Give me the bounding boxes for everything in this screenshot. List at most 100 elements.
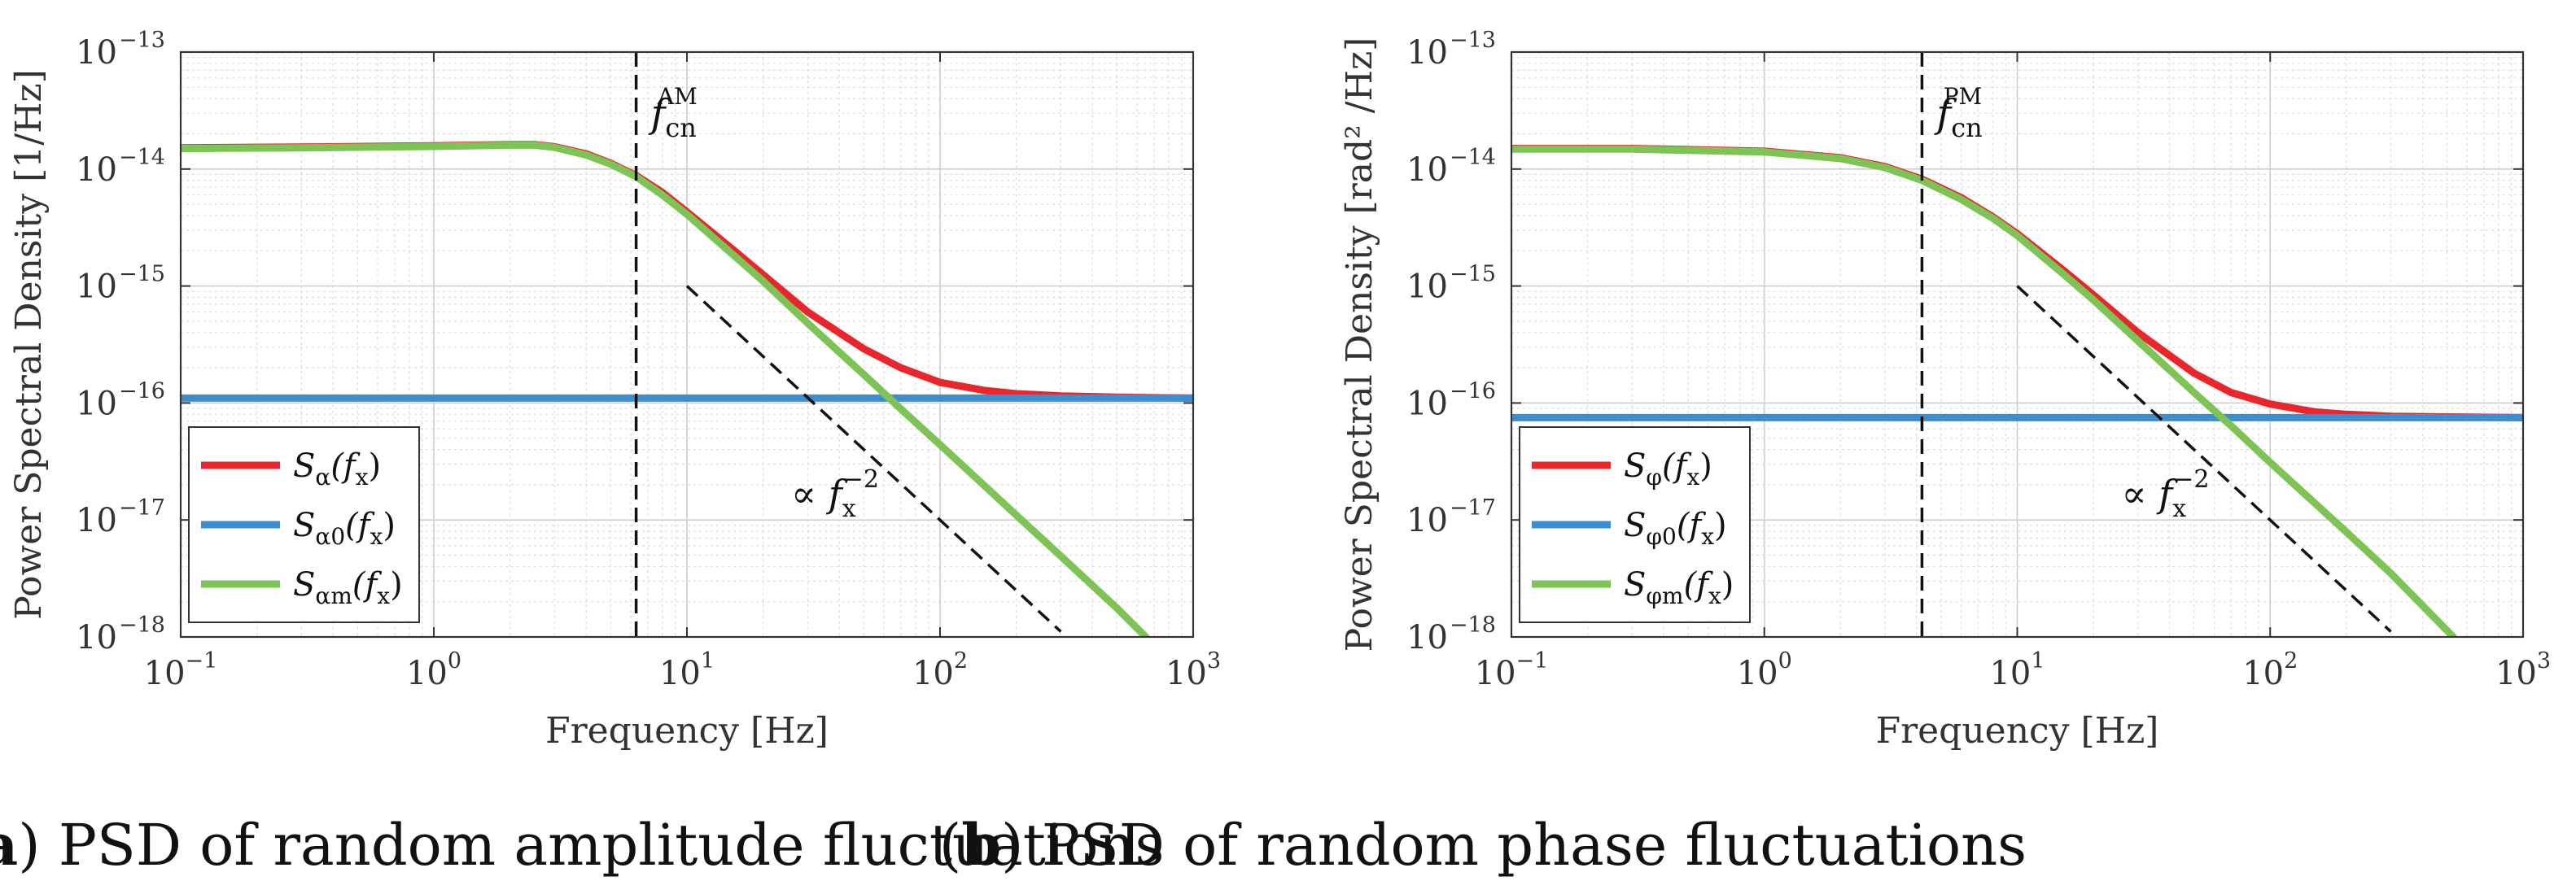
y-tick-label: 10 bbox=[1406, 268, 1448, 306]
legend-box bbox=[1519, 426, 1751, 623]
y-axis-label: Power Spectral Density [rad² /Hz] bbox=[1339, 37, 1380, 652]
legend-entry-label: Sα(fx) bbox=[293, 447, 381, 491]
caption-paren: ) bbox=[18, 812, 59, 879]
x-tick-label: 10−1 bbox=[144, 648, 218, 692]
y-tick-label: 10 bbox=[76, 268, 117, 306]
legend-label-argsub: x bbox=[377, 582, 390, 609]
x-tick-label-exponent: 2 bbox=[954, 648, 968, 674]
slope-label: ∝ fx−2 bbox=[2122, 465, 2210, 523]
y-tick-label: 10 bbox=[1406, 619, 1448, 656]
x-tick-label: 100 bbox=[406, 648, 461, 692]
y-tick-label-exponent: −15 bbox=[119, 262, 165, 287]
y-tick-label-base: 10 bbox=[1406, 268, 1448, 306]
legend-label-sub: φ0 bbox=[1646, 523, 1676, 550]
y-tick-label-base: 10 bbox=[1406, 502, 1448, 539]
slope-reference-line bbox=[2016, 285, 2392, 633]
y-tick-label-exponent: −18 bbox=[119, 613, 165, 638]
y-tick-label: 10 bbox=[1406, 151, 1448, 189]
y-tick-label-base: 10 bbox=[76, 502, 117, 539]
x-tick-label: 102 bbox=[912, 648, 968, 692]
corner-label-sub: cn bbox=[665, 112, 697, 143]
x-tick-label-exponent: 3 bbox=[1207, 648, 1221, 674]
legend-label-sub: αm bbox=[315, 582, 352, 609]
legend-label-close: ) bbox=[1714, 507, 1727, 544]
y-tick-label-exponent: −13 bbox=[1450, 28, 1496, 53]
x-axis-label: Frequency [Hz] bbox=[1876, 710, 2159, 752]
legend-label-argsub: x bbox=[356, 464, 369, 491]
legend-label-main: S bbox=[293, 507, 315, 544]
x-tick-label: 102 bbox=[2242, 648, 2298, 692]
y-axis-label: Power Spectral Density [1/Hz] bbox=[8, 69, 50, 620]
x-tick-label-base: 10 bbox=[1989, 655, 2031, 692]
x-tick-label-base: 10 bbox=[406, 655, 448, 692]
x-tick-label: 101 bbox=[1989, 648, 2045, 692]
y-tick-label: 10 bbox=[76, 151, 117, 189]
x-tick-label: 100 bbox=[1737, 648, 1792, 692]
legend-label-close: ) bbox=[1721, 566, 1734, 604]
slope-label-prefix: ∝ bbox=[2122, 472, 2159, 516]
x-tick-label-exponent: 0 bbox=[1778, 648, 1792, 674]
x-tick-label-base: 10 bbox=[1737, 655, 1778, 692]
legend-label-sub: φm bbox=[1646, 582, 1683, 609]
legend-label-close: ) bbox=[369, 447, 382, 485]
x-tick-label: 103 bbox=[1166, 648, 1221, 692]
x-tick-label-base: 10 bbox=[1475, 655, 1516, 692]
legend-label-main: S bbox=[1624, 566, 1646, 604]
x-tick-label-exponent: 3 bbox=[2537, 648, 2551, 674]
y-tick-label-exponent: −15 bbox=[1450, 262, 1496, 287]
series-group bbox=[181, 141, 1193, 637]
y-tick-label-base: 10 bbox=[1406, 385, 1448, 422]
corner-frequency-label: fcnPM bbox=[1934, 83, 1982, 143]
y-tick-label-base: 10 bbox=[1406, 34, 1448, 72]
x-tick-label-base: 10 bbox=[2242, 655, 2284, 692]
y-tick-label-base: 10 bbox=[76, 151, 117, 189]
legend-label-main: S bbox=[1624, 447, 1646, 485]
caption-text: PSD of random phase fluctuations bbox=[1042, 812, 2027, 879]
y-tick-label-exponent: −14 bbox=[119, 145, 165, 170]
panel-caption: (b) PSD of random phase fluctuations bbox=[939, 811, 2027, 879]
y-tick-label-exponent: −14 bbox=[1450, 145, 1496, 170]
x-tick-label-base: 10 bbox=[2495, 655, 2537, 692]
y-tick-label-base: 10 bbox=[1406, 151, 1448, 189]
legend-label-argsub: x bbox=[1686, 464, 1699, 491]
legend-entry-label: Sφ0(fx) bbox=[1624, 507, 1727, 550]
x-tick-label: 101 bbox=[659, 648, 715, 692]
slope-label-sub: x bbox=[842, 495, 856, 523]
x-tick-label-base: 10 bbox=[144, 655, 186, 692]
y-tick-label-exponent: −17 bbox=[1450, 495, 1496, 521]
x-tick-label-base: 10 bbox=[912, 655, 954, 692]
slope-reference-line bbox=[685, 285, 1062, 633]
y-tick-label-base: 10 bbox=[76, 385, 117, 422]
y-tick-label-exponent: −13 bbox=[119, 28, 165, 53]
slope-label-sup: −2 bbox=[843, 465, 879, 494]
caption-paren: ( bbox=[939, 812, 961, 879]
legend-label-sub: α0 bbox=[315, 523, 345, 550]
y-tick-label: 10 bbox=[76, 385, 117, 422]
legend-label-sub: φ bbox=[1646, 464, 1662, 491]
legend-label-close: ) bbox=[383, 507, 396, 544]
series-line-3 bbox=[1511, 145, 2457, 637]
slope-label-sub: x bbox=[2172, 495, 2186, 523]
y-tick-label: 10 bbox=[1406, 34, 1448, 72]
corner-frequency-label: fcnAM bbox=[649, 83, 698, 143]
x-axis-label: Frequency [Hz] bbox=[545, 710, 829, 752]
corner-label-sup: AM bbox=[657, 83, 698, 110]
x-tick-label-exponent: 1 bbox=[701, 648, 715, 674]
y-tick-label-exponent: −18 bbox=[1450, 613, 1496, 638]
caption-letter: a bbox=[0, 811, 18, 879]
x-tick-label-exponent: 2 bbox=[2284, 648, 2298, 674]
caption-text: PSD of random amplitude fluctuations bbox=[59, 812, 1165, 879]
y-tick-label: 10 bbox=[76, 502, 117, 539]
y-tick-label-exponent: −17 bbox=[119, 495, 165, 521]
series-group bbox=[1511, 145, 2523, 637]
x-tick-label: 10−1 bbox=[1475, 648, 1549, 692]
y-tick-label-exponent: −16 bbox=[119, 378, 165, 403]
y-tick-label-base: 10 bbox=[76, 268, 117, 306]
series-line-3 bbox=[181, 141, 1150, 637]
slope-label-sup: −2 bbox=[2173, 465, 2209, 494]
legend-label-argsub: x bbox=[1701, 523, 1714, 550]
x-tick-label-exponent: 0 bbox=[448, 648, 461, 674]
